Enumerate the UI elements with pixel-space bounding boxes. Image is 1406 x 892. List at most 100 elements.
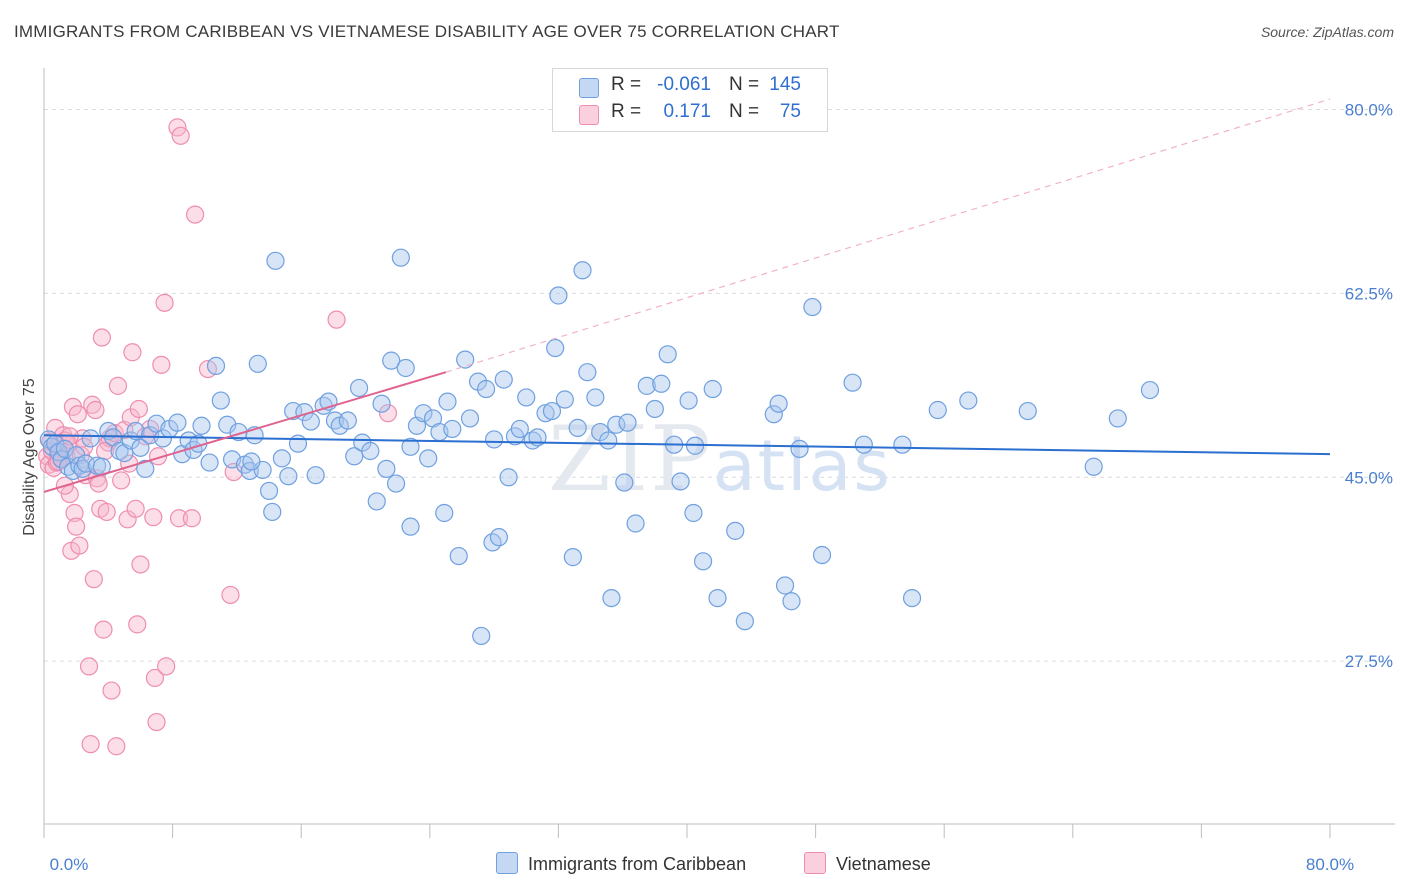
caribbean-point [382,351,401,370]
caribbean-point [586,388,605,407]
caribbean-point [510,419,529,439]
caribbean-point [438,392,457,411]
caribbean-point [345,447,364,466]
caribbean-point [494,370,513,389]
caribbean-point [211,391,230,410]
caribbean-point [703,379,722,399]
caribbean-point [542,401,562,421]
caribbean-point [449,546,468,566]
caribbean-point [401,517,420,536]
caribbean-point [523,431,542,450]
legend-n-value: 145 [769,74,801,95]
vietnamese-point [68,405,87,424]
caribbean-point [386,474,406,493]
bottom-legend-label-vietnamese: Vietnamese [836,854,931,874]
caribbean-point [568,418,587,437]
caribbean-point [301,412,320,431]
caribbean-point [168,413,187,432]
caribbean-point [206,356,226,375]
caribbean-point [618,413,637,432]
vietnamese-point [186,205,205,224]
legend-r-label: R = [611,74,642,95]
caribbean-point [555,390,574,409]
vietnamese-trend-line [43,371,447,493]
caribbean-point [456,350,475,369]
x-tick-label: 0.0% [50,855,89,874]
bottom-legend-label-caribbean: Immigrants from Caribbean [528,854,747,874]
caribbean-point [803,297,822,317]
caribbean-point [73,459,92,478]
caribbean-point [377,459,396,478]
caribbean-point [52,450,71,469]
caribbean-point [549,286,568,305]
vietnamese-point [144,508,163,527]
vietnamese-point [60,484,79,504]
caribbean-point [485,430,504,449]
vietnamese-point [126,499,145,518]
caribbean-point [248,354,267,373]
vietnamese-point [155,293,174,312]
caribbean-point [126,421,145,441]
caribbean-point [1018,401,1037,421]
caribbean-point [637,376,656,395]
legend-row-vietnamese: R = 0.171 N = 75 [553,101,827,127]
legend-swatch-vietnamese [579,105,599,125]
caribbean-point [607,415,626,434]
caribbean-point [200,453,219,472]
caribbean-point [517,388,536,407]
tick-labels: 27.5% 45.0% 62.5% 80.0% 0.0% 80.0% [50,101,1393,874]
vietnamese-points [38,118,398,756]
caribbean-point [414,404,433,423]
caribbean-point [1140,380,1160,400]
caribbean-point [272,449,292,468]
caribbean-point [242,452,261,471]
x-tick-label: 80.0% [1306,855,1354,874]
caribbean-point [563,548,582,567]
caribbean-point [192,416,211,435]
caribbean-point [652,374,671,393]
vietnamese-point [221,585,240,605]
stats-legend: R = -0.061 N = 145 R = 0.171 N = 75 [552,68,828,132]
legend-swatch-caribbean [579,78,599,98]
caribbean-point [1084,457,1103,476]
source-note: Source: ZipAtlas.com [1260,24,1394,40]
vietnamese-point [79,657,99,676]
vietnamese-point [128,615,147,634]
caribbean-point [391,248,410,267]
caribbean-point [136,459,155,478]
vietnamese-point [129,399,148,419]
vietnamese-point [147,712,166,732]
watermark: ZIPatlas [548,407,892,512]
caribbean-point [259,481,279,501]
bottom-legend-swatch-vietnamese [804,852,826,874]
caribbean-point [843,373,862,392]
caribbean-point [401,437,420,456]
caribbean-point [153,429,173,448]
caribbean-point [288,434,308,453]
vietnamese-point [378,404,398,423]
vietnamese-point [94,620,113,639]
caribbean-point [361,441,380,461]
vietnamese-trend-extension [445,98,1331,373]
vietnamese-point [84,570,103,589]
vietnamese-point [107,737,126,756]
caribbean-point [435,503,454,523]
trend-lines [43,98,1331,493]
caribbean-point [599,431,618,450]
y-tick-label: 27.5% [1345,652,1393,671]
caribbean-point [372,394,391,413]
caribbean-point [443,419,462,439]
caribbean-point [902,588,922,608]
vietnamese-point [108,376,128,395]
caribbean-point [578,363,597,382]
bottom-legend-swatch-caribbean [496,852,518,874]
caribbean-point [325,411,345,430]
legend-n-value: 75 [779,101,801,122]
caribbean-point [615,473,634,492]
watermark-zip: ZIP [548,407,713,512]
caribbean-point [81,429,100,448]
caribbean-point [812,545,832,565]
caribbean-point [266,251,285,270]
caribbean-point [693,552,713,571]
caribbean-point [131,438,150,457]
